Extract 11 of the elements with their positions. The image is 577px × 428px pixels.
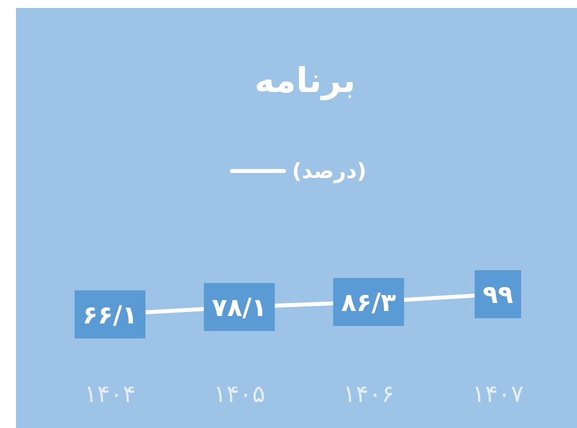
x-tick-label: ۱۴۰۷ — [472, 380, 524, 408]
data-label: ۹۹ — [482, 280, 514, 310]
legend-label: (درصد) — [292, 159, 367, 184]
x-tick-label: ۱۴۰۴ — [84, 380, 136, 408]
data-label: ۶۶/۱ — [82, 300, 138, 330]
x-tick-label: ۱۴۰۵ — [214, 380, 266, 408]
chart-title: برنامه — [254, 61, 356, 101]
x-tick-label: ۱۴۰۶ — [342, 380, 394, 408]
data-label: ۷۸/۱ — [212, 293, 267, 322]
data-label: ۸۶/۳ — [341, 288, 396, 317]
legend: (درصد) — [230, 159, 367, 183]
